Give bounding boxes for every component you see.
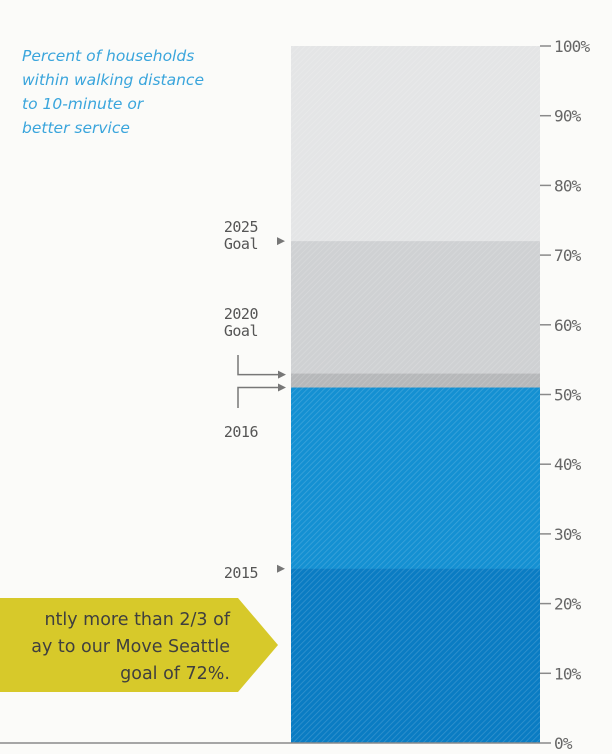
subtitle-line: within walking distance <box>22 71 204 89</box>
bracket-2020 <box>237 355 278 376</box>
arrow-icon <box>277 237 285 246</box>
callout-line: goal of 72%. <box>120 664 230 684</box>
subtitle-line: Percent of households <box>22 47 195 65</box>
y-tick-label: 50% <box>554 386 582 405</box>
subtitle-line: to 10-minute or <box>22 95 144 113</box>
y-tick-label: 80% <box>554 176 582 195</box>
marker-label-2025-goal: 2025 Goal <box>223 218 259 253</box>
y-axis: 0% 10% 20% 30% 40% 50% 60% 70% 80% 90% 100% <box>540 37 591 753</box>
arrow-icon <box>277 564 285 573</box>
y-tick-label: 60% <box>554 316 582 335</box>
bar-texture <box>291 568 540 743</box>
callout-line: ntly more than 2/3 of <box>44 610 230 630</box>
callout-banner: ntly more than 2/3 of ay to our Move Sea… <box>0 598 278 692</box>
y-tick-label: 30% <box>554 525 582 544</box>
y-tick-label: 90% <box>554 107 582 126</box>
y-tick-label: 0% <box>554 734 573 753</box>
y-tick-label: 100% <box>554 37 590 56</box>
y-tick-label: 40% <box>554 455 582 474</box>
y-tick-label: 70% <box>554 246 582 265</box>
y-tick-label: 20% <box>554 595 582 614</box>
stacked-bar <box>291 46 540 743</box>
arrow-icon <box>278 383 286 392</box>
chart-subtitle: Percent of households within walking dis… <box>22 44 282 140</box>
y-tick-label: 10% <box>554 664 582 683</box>
marker-label-2016: 2016 <box>223 423 259 441</box>
arrow-icon <box>278 370 286 379</box>
marker-label-2020-goal: 2020 Goal <box>223 305 259 340</box>
marker-label-2015: 2015 <box>223 564 259 582</box>
callout-line: ay to our Move Seattle <box>31 637 230 657</box>
bracket-2016 <box>237 386 278 408</box>
marker-arrows <box>237 237 286 573</box>
subtitle-line: better service <box>22 119 130 137</box>
